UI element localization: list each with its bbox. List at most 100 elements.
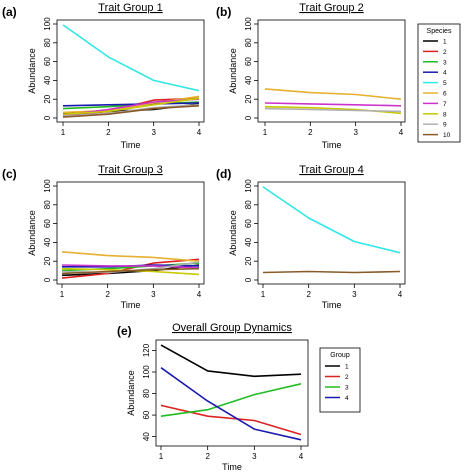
- chart-title: Overall Group Dynamics: [172, 322, 292, 334]
- legend-label: 3: [345, 385, 349, 392]
- legend-label: 4: [443, 70, 447, 77]
- y-tick-label: 80: [43, 38, 52, 47]
- x-tick-label: 1: [60, 290, 65, 299]
- plot-area: [155, 339, 309, 447]
- panel-label-a: (a): [2, 5, 17, 19]
- y-tick-label: 60: [244, 57, 253, 66]
- x-tick-label: 2: [106, 128, 111, 137]
- panel-label-d: (d): [216, 167, 231, 181]
- y-tick-label: 60: [244, 219, 253, 228]
- y-axis-label: Abundance: [126, 370, 136, 416]
- x-tick-label: 3: [252, 452, 257, 461]
- series-line-6: [61, 251, 200, 262]
- y-tick-label: 120: [142, 343, 151, 357]
- x-tick-label: 2: [308, 128, 313, 137]
- legend-label: 6: [443, 91, 447, 98]
- x-tick-label: 1: [61, 128, 66, 137]
- y-tick-label: 60: [142, 410, 151, 419]
- legend-label: 5: [443, 80, 447, 87]
- x-tick-label: 4: [197, 128, 202, 137]
- panel-b: (b) Trait Group 2 0 20 40 60 80 100 1 2 3 4 Time Abun…: [216, 2, 406, 150]
- legend-label: 3: [443, 59, 447, 66]
- series-line-1: [160, 344, 302, 378]
- y-tick-label: 100: [244, 17, 253, 31]
- series-line-4: [160, 367, 302, 441]
- legend-label: 10: [443, 132, 451, 139]
- legend-label: 2: [443, 49, 447, 56]
- legend-title: Group: [330, 352, 350, 359]
- legend-label: 8: [443, 111, 447, 118]
- series-line-9: [62, 104, 200, 117]
- x-tick-label: 1: [261, 290, 266, 299]
- panel-label-c: (c): [2, 167, 17, 181]
- x-tick-label: 2: [306, 290, 311, 299]
- x-axis-label: Time: [222, 462, 242, 472]
- series-line-10: [62, 105, 200, 118]
- plot-area: [56, 181, 205, 285]
- species-legend: Species 1 2 3 4 5 6 7 8 9 10: [417, 23, 461, 143]
- y-tick-label: 40: [43, 237, 52, 246]
- x-tick-label: 2: [205, 452, 210, 461]
- y-tick-label: 100: [43, 17, 52, 31]
- x-tick-label: 3: [151, 128, 156, 137]
- y-tick-label: 40: [244, 75, 253, 84]
- legend-label: 4: [345, 395, 349, 402]
- panel-c: (c) Trait Group 3 0 20 40 60 80 100 1 2 3 4 Time Abun…: [2, 164, 205, 310]
- series-line-2: [61, 258, 200, 279]
- y-tick-label: 100: [142, 365, 151, 379]
- panel-label-b: (b): [216, 5, 231, 19]
- x-tick-label: 3: [353, 128, 358, 137]
- legend-title: Species: [427, 28, 452, 35]
- series-line-6: [264, 88, 402, 100]
- series-line-10: [61, 267, 200, 275]
- y-tick-label: 20: [244, 256, 253, 265]
- y-tick-label: 20: [244, 94, 253, 103]
- series-line-1: [61, 264, 200, 277]
- x-tick-label: 2: [105, 290, 110, 299]
- y-tick-label: 0: [43, 277, 52, 282]
- series-line-7: [264, 102, 402, 107]
- chart-title: Trait Group 3: [98, 164, 162, 176]
- y-axis-label: Abundance: [228, 48, 238, 94]
- y-axis-label: Abundance: [27, 210, 37, 256]
- panel-e: (e) Overall Group Dynamics 40 60 80 100 120 1 2 3…: [117, 322, 309, 472]
- series-line-3: [160, 383, 302, 417]
- x-tick-label: 4: [398, 290, 403, 299]
- y-tick-label: 0: [244, 115, 253, 120]
- panel-label-e: (e): [117, 324, 132, 338]
- x-tick-label: 1: [159, 452, 164, 461]
- x-tick-label: 3: [151, 290, 156, 299]
- x-tick-label: 4: [399, 128, 404, 137]
- x-tick-label: 3: [352, 290, 357, 299]
- series-line-4: [62, 102, 200, 107]
- y-tick-label: 0: [244, 277, 253, 282]
- plot-area: [257, 181, 406, 285]
- y-axis-label: Abundance: [228, 210, 238, 256]
- series-line-5: [62, 24, 200, 92]
- chart-title: Trait Group 1: [98, 2, 162, 14]
- y-tick-label: 80: [142, 389, 151, 398]
- plot-area: [56, 19, 205, 123]
- y-tick-label: 80: [43, 200, 52, 209]
- chart-title: Trait Group 2: [299, 2, 363, 14]
- legend-box: [319, 347, 361, 413]
- series-line-7: [61, 264, 200, 269]
- legend-label: 1: [345, 364, 349, 371]
- y-tick-label: 20: [43, 94, 52, 103]
- x-tick-label: 4: [299, 452, 304, 461]
- series-line-8: [62, 97, 200, 115]
- legend-label: 2: [345, 374, 349, 381]
- series-line-5: [262, 186, 401, 254]
- y-axis-label: Abundance: [27, 48, 37, 94]
- y-tick-label: 100: [43, 179, 52, 193]
- y-tick-label: 80: [244, 200, 253, 209]
- series-line-9: [264, 107, 402, 113]
- y-tick-label: 100: [244, 179, 253, 193]
- legend-label: 1: [443, 39, 447, 46]
- legend-label: 9: [443, 122, 447, 129]
- x-axis-label: Time: [121, 300, 141, 310]
- y-tick-label: 0: [43, 115, 52, 120]
- panel-d: (d) Trait Group 4 0 20 40 60 80 100 1 2 3 4 Time Abun…: [216, 164, 406, 310]
- x-tick-label: 1: [263, 128, 268, 137]
